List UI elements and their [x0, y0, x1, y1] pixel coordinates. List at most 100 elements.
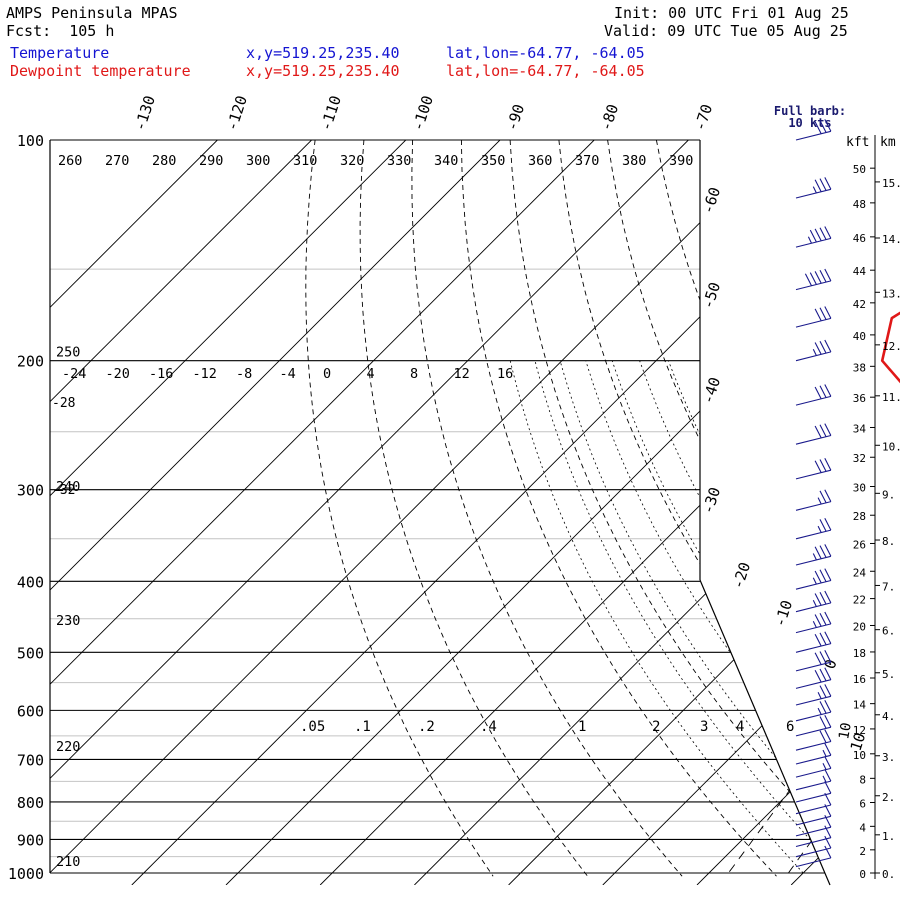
- wind-barb-10: [795, 517, 832, 540]
- isotherm-m40: [790, 140, 830, 885]
- isotherm-m110: [131, 140, 830, 885]
- wind-barb-29: [795, 825, 832, 848]
- km-label-12.: 12.: [882, 340, 900, 353]
- strat-temp-label-9: 12: [454, 366, 470, 382]
- top-temp-label-1: -120: [223, 93, 251, 133]
- isotherm-m70: [508, 140, 830, 885]
- moist-adiabat--20: [639, 360, 830, 874]
- km-label-4.: 4.: [882, 710, 895, 723]
- kft-label-2: 2: [859, 845, 866, 858]
- isotherm-m150: [50, 140, 501, 885]
- wind-barb-6: [795, 384, 832, 406]
- strat-side-label-1: -32: [52, 483, 75, 498]
- kft-label-38: 38: [853, 361, 866, 374]
- legend-temperature-location: x,y=519.25,235.40: [246, 44, 400, 62]
- isotherm-m30: [885, 140, 900, 885]
- mixing-ratio-label-3: .4: [480, 719, 497, 735]
- theta-top-label-290: 290: [199, 153, 223, 169]
- km-label-14.: 14.: [882, 233, 900, 246]
- wind-barb-21: [795, 729, 832, 751]
- theta-top-label-280: 280: [152, 153, 176, 169]
- wind-barb-19: [795, 699, 832, 722]
- km-label-5.: 5.: [882, 668, 895, 681]
- theta-top-label-300: 300: [246, 153, 270, 169]
- strat-temp-label-6: 0: [323, 366, 331, 382]
- km-label-0.: 0.: [882, 868, 895, 881]
- right-temp-label-3: -30: [699, 485, 724, 516]
- dry-adiabat-210: [359, 140, 588, 877]
- mixing-ratio-line-1: [785, 710, 830, 877]
- kft-label-46: 46: [853, 232, 866, 245]
- mixing-ratio-label-5: 2: [652, 719, 660, 735]
- km-label-15.: 15.: [882, 177, 900, 190]
- wind-barb-7: [795, 423, 832, 445]
- right-temp-label-4: -20: [729, 560, 754, 591]
- isotherm-m50: [696, 140, 830, 885]
- km-label-2.: 2.: [882, 791, 895, 804]
- theta-left-label-240: 240: [56, 479, 80, 495]
- isotherm-m100: [225, 140, 830, 885]
- wind-barb-15: [795, 631, 832, 653]
- kft-label-4: 4: [859, 821, 866, 834]
- mixing-ratio-label-7: 4: [736, 719, 744, 735]
- kft-label-20: 20: [853, 620, 866, 633]
- pressure-label-600: 600: [17, 702, 44, 720]
- wind-barb-2: [795, 226, 832, 248]
- isotherm-m90: [319, 140, 830, 885]
- wind-barb-4: [795, 306, 832, 328]
- km-label-9.: 9.: [882, 488, 895, 501]
- dry-adiabat-200: [305, 140, 494, 877]
- moist-adiabat--36: [534, 360, 830, 874]
- right-temp-label-5: -10: [771, 598, 796, 629]
- wind-barb-5: [795, 339, 832, 362]
- dry-adiabat-290: [753, 140, 830, 877]
- strat-temp-label-3: -12: [193, 366, 217, 382]
- pressure-label-700: 700: [17, 751, 44, 769]
- strat-temp-label-2: -16: [149, 366, 173, 382]
- theta-top-label-380: 380: [622, 153, 646, 169]
- strat-temp-label-1: -20: [106, 366, 130, 382]
- mixing-ratio-label-6: 3: [700, 719, 708, 735]
- mixing-ratio-label-8: 6: [786, 719, 794, 735]
- strat-temp-label-8: 8: [410, 366, 418, 382]
- pressure-label-500: 500: [17, 644, 44, 662]
- legend-temperature-name: Temperature: [10, 44, 110, 62]
- kft-label-28: 28: [853, 510, 866, 523]
- strat-temp-label-4: -8: [236, 366, 252, 382]
- wind-barb-28: [795, 815, 832, 837]
- strat-temp-label-10: 16: [497, 366, 513, 382]
- dry-adiabat-240: [509, 140, 830, 877]
- kft-label-48: 48: [853, 198, 866, 211]
- mixing-ratio-line-0: [725, 710, 830, 877]
- theta-top-label-270: 270: [105, 153, 129, 169]
- kft-label-42: 42: [853, 298, 866, 311]
- wind-barb-8: [795, 458, 832, 480]
- isotherm-m120: [50, 140, 783, 885]
- km-label-8.: 8.: [882, 535, 895, 548]
- kft-label-36: 36: [853, 392, 866, 405]
- wind-barb-25: [795, 781, 832, 803]
- top-temp-label-0: -130: [131, 93, 159, 133]
- moist-adiabat--32: [559, 360, 830, 874]
- wind-barb-27: [795, 804, 832, 826]
- legend-dewpoint-name: Dewpoint temperature: [10, 62, 191, 80]
- top-temp-label-2: -110: [317, 93, 345, 133]
- wind-barb-26: [795, 792, 832, 815]
- legend-dewpoint-location: x,y=519.25,235.40: [246, 62, 400, 80]
- dry-adiabat-230: [460, 140, 777, 877]
- pressure-label-100: 100: [17, 132, 44, 150]
- wind-barb-16: [795, 650, 832, 672]
- top-temp-label-6: -70: [691, 102, 716, 133]
- top-temp-label-3: -100: [409, 93, 437, 133]
- strat-temp-label-5: -4: [280, 366, 296, 382]
- km-header: km: [880, 135, 896, 150]
- wind-barb-30: [795, 835, 832, 858]
- kft-label-6: 6: [859, 798, 866, 811]
- dry-adiabat-270: [655, 140, 830, 877]
- frame-slant: [699, 579, 831, 886]
- moist-adiabat--24: [611, 360, 830, 874]
- theta-top-label-360: 360: [528, 153, 552, 169]
- moist-adiabat--40: [509, 360, 804, 874]
- top-temp-label-4: -90: [503, 102, 528, 133]
